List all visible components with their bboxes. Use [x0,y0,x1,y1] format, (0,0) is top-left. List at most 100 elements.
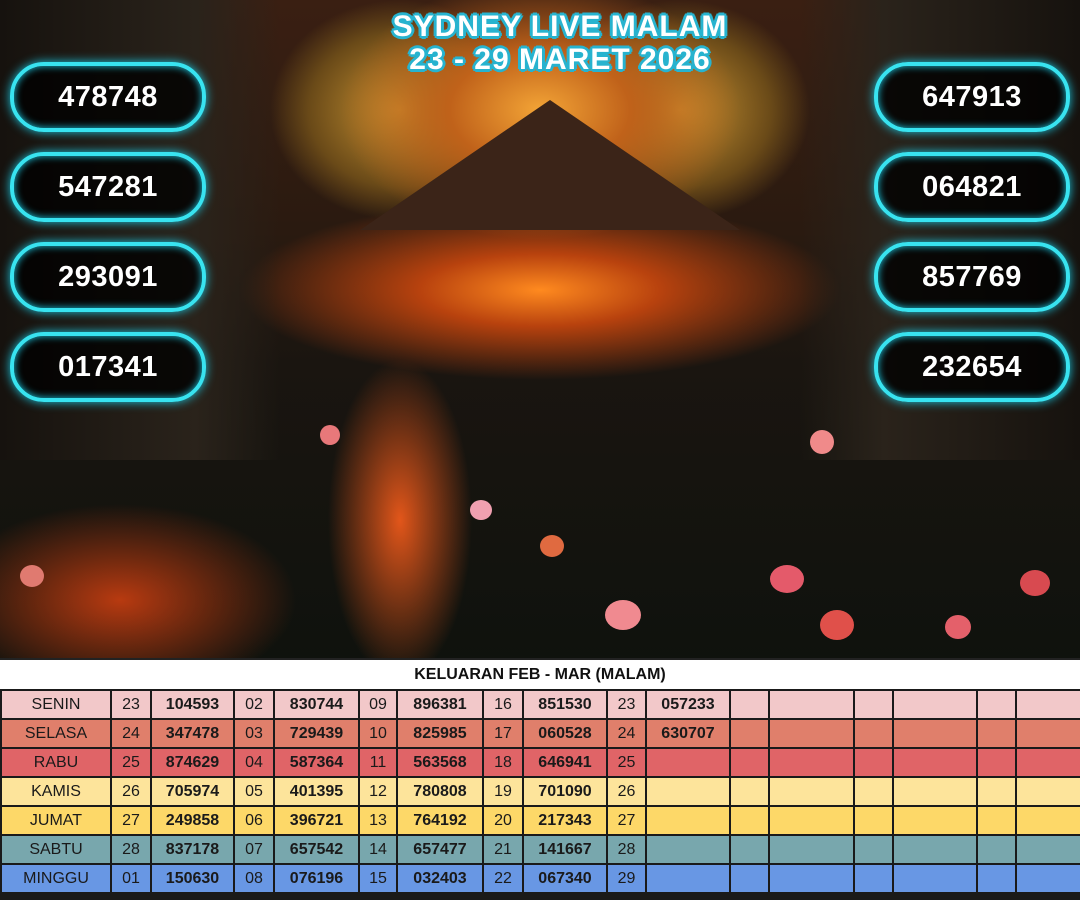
result-cell: 104593 [150,689,235,720]
day-label: SENIN [0,689,112,720]
result-cell [892,776,978,807]
result-cell [892,689,978,720]
date-cell: 08 [233,863,275,894]
date-cell: 25 [110,747,152,778]
table-row-jumat: JUMAT 27 249858 06 396721 13 764192 20 217343 27 [0,805,1080,836]
result-pill-right-2: 064821 [874,152,1070,222]
date-cell: 16 [482,689,524,720]
table-row-sabtu: SABTU 28 837178 07 657542 14 657477 21 141667 28 [0,834,1080,865]
result-cell [1015,834,1080,865]
banner-title-line2: 23 - 29 MARET 2026 [409,43,711,76]
result-cell: 630707 [645,718,731,749]
date-cell [976,834,1017,865]
result-pill-left-3: 293091 [10,242,206,312]
flower [605,600,641,630]
date-cell: 26 [110,776,152,807]
table-row-senin: SENIN 23 104593 02 830744 09 896381 16 851530 23 0… [0,689,1080,720]
result-cell: 657477 [396,834,484,865]
result-cell: 764192 [396,805,484,836]
date-cell: 11 [358,747,398,778]
date-cell [976,747,1017,778]
date-cell: 13 [358,805,398,836]
result-pill-left-1: 478748 [10,62,206,132]
day-label: SELASA [0,718,112,749]
date-cell [729,776,770,807]
result-cell [768,718,855,749]
flower [770,565,804,593]
result-cell: 587364 [273,747,360,778]
result-cell [892,747,978,778]
date-cell: 22 [482,863,524,894]
table-row-rabu: RABU 25 874629 04 587364 11 563568 18 646941 25 [0,747,1080,778]
result-cell [768,747,855,778]
date-cell [976,776,1017,807]
result-cell: 646941 [522,747,608,778]
result-cell [1015,747,1080,778]
result-cell: 141667 [522,834,608,865]
result-cell [768,689,855,720]
date-cell: 23 [606,689,647,720]
result-cell: 076196 [273,863,360,894]
date-cell: 02 [233,689,275,720]
date-cell: 21 [482,834,524,865]
result-cell [892,805,978,836]
result-cell [768,776,855,807]
date-cell: 09 [358,689,398,720]
date-cell [729,718,770,749]
result-cell: 396721 [273,805,360,836]
date-cell: 24 [606,718,647,749]
banner-title: SYDNEY LIVE MALAM 23 - 29 MARET 2026 [380,10,740,76]
flower [820,610,854,640]
result-cell [1015,776,1080,807]
result-cell [768,863,855,894]
result-cell [645,805,731,836]
flower [470,500,492,520]
result-pill-left-2: 547281 [10,152,206,222]
date-cell [976,805,1017,836]
results-grid: SENIN 23 104593 02 830744 09 896381 16 851530 23 0… [0,689,1080,894]
date-cell: 27 [606,805,647,836]
flower [1020,570,1050,596]
day-label: KAMIS [0,776,112,807]
date-cell [976,689,1017,720]
result-cell: 657542 [273,834,360,865]
day-label: JUMAT [0,805,112,836]
day-label: MINGGU [0,863,112,894]
date-cell [853,834,894,865]
result-cell: 830744 [273,689,360,720]
date-cell [729,863,770,894]
date-cell [853,689,894,720]
day-label: SABTU [0,834,112,865]
result-cell: 249858 [150,805,235,836]
flower [320,425,340,445]
table-row-kamis: KAMIS 26 705974 05 401395 12 780808 19 701090 26 [0,776,1080,807]
result-cell: 401395 [273,776,360,807]
result-cell: 729439 [273,718,360,749]
date-cell [853,805,894,836]
result-cell: 032403 [396,863,484,894]
result-cell [645,747,731,778]
result-pill-right-1: 647913 [874,62,1070,132]
result-cell [892,718,978,749]
result-cell [645,863,731,894]
result-cell: 705974 [150,776,235,807]
date-cell: 17 [482,718,524,749]
result-cell: 780808 [396,776,484,807]
date-cell: 04 [233,747,275,778]
result-cell [892,863,978,894]
date-cell: 19 [482,776,524,807]
result-pill-right-4: 232654 [874,332,1070,402]
date-cell: 25 [606,747,647,778]
banner-title-line1: SYDNEY LIVE MALAM [392,10,728,43]
flower [540,535,564,557]
result-cell [1015,805,1080,836]
result-cell: 837178 [150,834,235,865]
result-cell: 701090 [522,776,608,807]
result-cell: 851530 [522,689,608,720]
date-cell: 05 [233,776,275,807]
result-cell: 874629 [150,747,235,778]
result-cell [1015,863,1080,894]
date-cell [853,747,894,778]
date-cell [729,805,770,836]
date-cell: 23 [110,689,152,720]
